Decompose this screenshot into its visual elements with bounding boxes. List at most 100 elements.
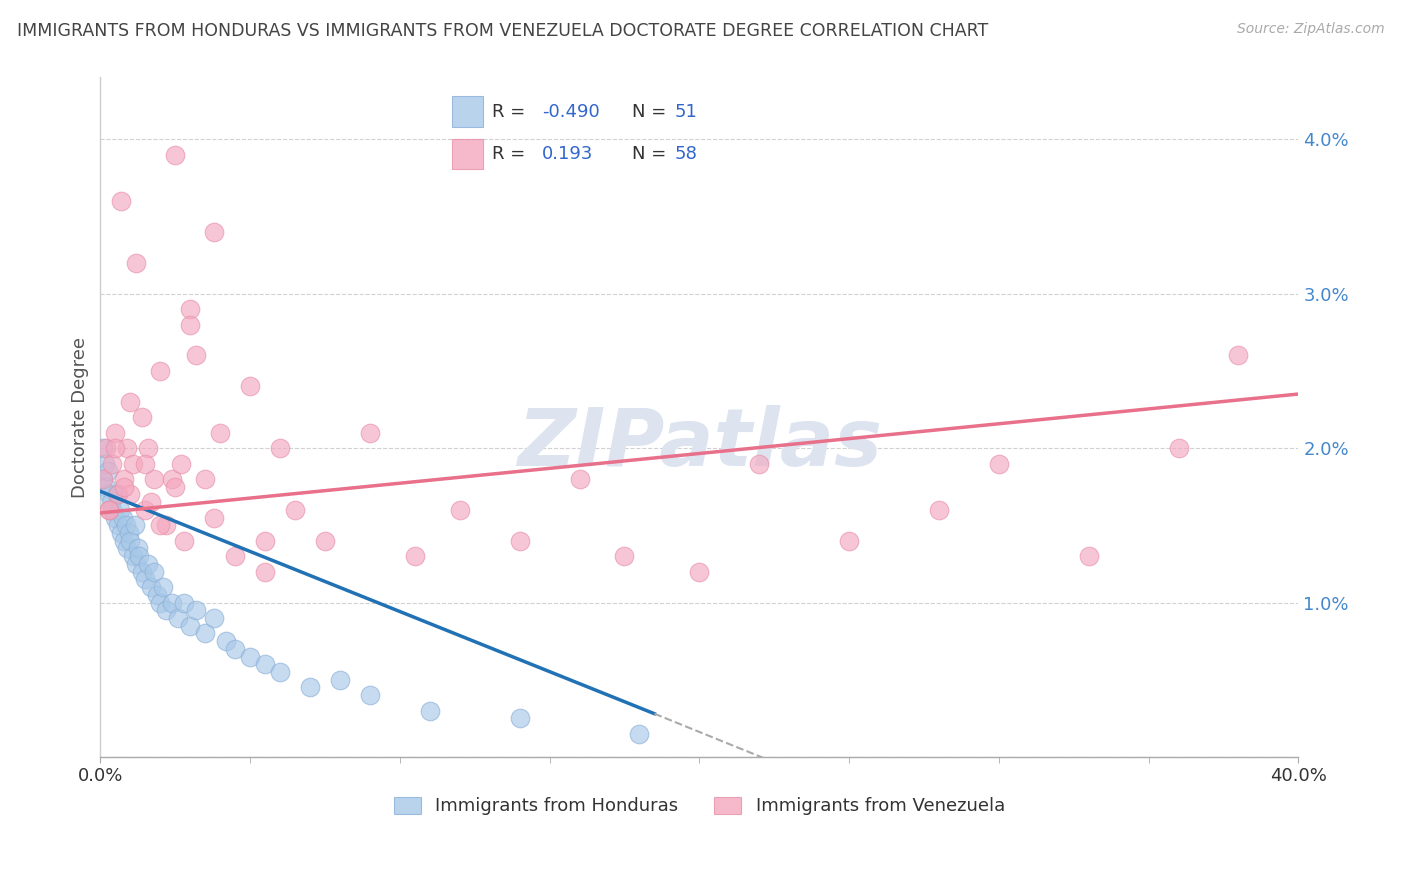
Point	[104, 510, 127, 524]
Point	[125, 256, 148, 270]
Point	[186, 348, 208, 362]
Point	[1077, 549, 1099, 564]
Point	[152, 580, 174, 594]
Point	[146, 588, 169, 602]
Point	[179, 618, 201, 632]
Point	[314, 533, 336, 548]
Point	[117, 541, 139, 556]
Text: R =: R =	[492, 145, 531, 163]
Point	[987, 457, 1010, 471]
Point	[100, 495, 122, 509]
Point	[131, 410, 153, 425]
Point	[143, 472, 166, 486]
Point	[96, 480, 118, 494]
Point	[509, 533, 531, 548]
Point	[1227, 348, 1250, 362]
Point	[1167, 441, 1189, 455]
Point	[298, 681, 321, 695]
Text: 51: 51	[675, 103, 697, 121]
Point	[254, 565, 277, 579]
Point	[114, 518, 136, 533]
Point	[107, 518, 129, 533]
Point	[202, 611, 225, 625]
Y-axis label: Doctorate Degree: Doctorate Degree	[72, 336, 89, 498]
Point	[120, 394, 142, 409]
Point	[101, 503, 124, 517]
Point	[359, 688, 381, 702]
Point	[928, 503, 950, 517]
Point	[449, 503, 471, 517]
FancyBboxPatch shape	[453, 139, 484, 169]
Point	[167, 611, 190, 625]
Point	[628, 727, 651, 741]
Point	[131, 565, 153, 579]
Point	[568, 472, 591, 486]
Point	[202, 510, 225, 524]
Point	[284, 503, 307, 517]
Point	[239, 649, 262, 664]
Point	[98, 487, 121, 501]
Text: Source: ZipAtlas.com: Source: ZipAtlas.com	[1237, 22, 1385, 37]
Point	[613, 549, 636, 564]
Point	[122, 457, 145, 471]
Point	[125, 557, 148, 571]
Text: -0.490: -0.490	[541, 103, 599, 121]
Point	[194, 626, 217, 640]
Point	[149, 518, 172, 533]
Point	[93, 472, 115, 486]
Point	[111, 510, 134, 524]
Point	[97, 464, 120, 478]
Point	[90, 472, 112, 486]
Point	[136, 557, 159, 571]
Text: N =: N =	[631, 103, 672, 121]
Point	[838, 533, 860, 548]
Point	[186, 603, 208, 617]
Text: 58: 58	[675, 145, 697, 163]
Point	[269, 665, 291, 679]
Point	[194, 472, 217, 486]
Point	[170, 457, 193, 471]
Point	[509, 711, 531, 725]
Point	[104, 425, 127, 440]
Point	[134, 573, 156, 587]
Point	[239, 379, 262, 393]
Point	[173, 595, 195, 609]
Point	[104, 441, 127, 455]
Legend: Immigrants from Honduras, Immigrants from Venezuela: Immigrants from Honduras, Immigrants fro…	[387, 789, 1012, 822]
Point	[120, 487, 142, 501]
Point	[209, 425, 232, 440]
Point	[155, 518, 177, 533]
Point	[149, 595, 172, 609]
Text: R =: R =	[492, 103, 531, 121]
Point	[134, 457, 156, 471]
Point	[179, 302, 201, 317]
Point	[224, 641, 246, 656]
Point	[329, 673, 352, 687]
Point	[108, 503, 131, 517]
Point	[122, 549, 145, 564]
Text: N =: N =	[631, 145, 672, 163]
Text: IMMIGRANTS FROM HONDURAS VS IMMIGRANTS FROM VENEZUELA DOCTORATE DEGREE CORRELATI: IMMIGRANTS FROM HONDURAS VS IMMIGRANTS F…	[17, 22, 988, 40]
Point	[110, 526, 132, 541]
Point	[215, 634, 238, 648]
Point	[179, 318, 201, 332]
Point	[107, 487, 129, 501]
Point	[112, 480, 135, 494]
Point	[105, 487, 128, 501]
Text: ZIPatlas: ZIPatlas	[517, 405, 882, 483]
FancyBboxPatch shape	[453, 96, 484, 127]
Point	[98, 503, 121, 517]
Point	[419, 704, 441, 718]
Point	[149, 364, 172, 378]
Point	[224, 549, 246, 564]
Point	[254, 533, 277, 548]
Point	[101, 457, 124, 471]
Point	[124, 518, 146, 533]
Point	[143, 565, 166, 579]
Point	[359, 425, 381, 440]
Point	[160, 472, 183, 486]
Point	[160, 595, 183, 609]
Point	[155, 603, 177, 617]
Point	[112, 533, 135, 548]
Point	[141, 580, 163, 594]
